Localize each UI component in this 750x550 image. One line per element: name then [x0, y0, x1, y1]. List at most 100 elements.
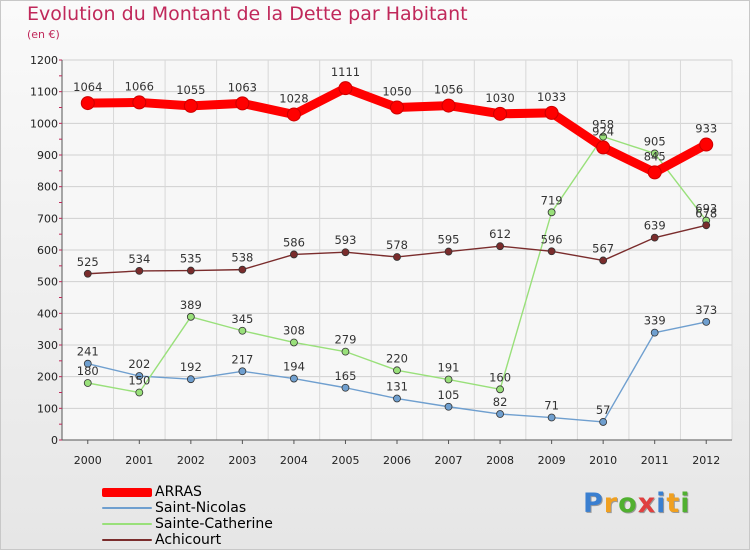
data-label: 1066 — [125, 79, 154, 93]
legend-swatch-sainte-catherine — [102, 523, 152, 525]
data-label: 538 — [231, 251, 253, 265]
data-point — [444, 402, 453, 411]
x-tick-label: 2010 — [589, 454, 617, 467]
data-label: 165 — [334, 369, 356, 383]
x-tick-label: 2001 — [125, 454, 153, 467]
data-point — [290, 374, 298, 383]
data-point — [650, 149, 659, 158]
data-point — [393, 394, 401, 403]
x-tick-label: 2007 — [435, 454, 463, 467]
data-point — [132, 95, 147, 110]
data-point — [599, 418, 608, 426]
y-tick-label: 1200 — [30, 54, 58, 67]
data-label: 1030 — [485, 91, 514, 105]
data-label: 1050 — [382, 85, 411, 99]
data-label: 1063 — [228, 80, 257, 94]
data-point — [238, 326, 247, 335]
data-label: 1064 — [73, 80, 102, 94]
data-label: 389 — [180, 298, 202, 312]
data-point — [547, 208, 556, 217]
data-point — [83, 359, 92, 368]
data-label: 57 — [596, 403, 611, 417]
data-point — [650, 328, 659, 337]
logo-letter: x — [637, 488, 657, 519]
data-point — [238, 265, 247, 274]
data-label: 586 — [283, 235, 305, 249]
data-point — [290, 250, 298, 259]
data-label: 845 — [644, 149, 666, 163]
legend-swatch-achicourt — [102, 539, 152, 541]
data-label: 1033 — [537, 90, 566, 104]
chart-title: Evolution du Montant de la Dette par Hab… — [27, 3, 468, 25]
data-point — [341, 248, 350, 257]
logo-letter: o — [618, 488, 638, 519]
x-tick-label: 2011 — [641, 454, 669, 467]
x-tick-label: 2004 — [280, 454, 308, 467]
y-tick-label: 200 — [37, 371, 58, 384]
x-tick-label: 2000 — [74, 454, 102, 467]
data-label: 1028 — [279, 91, 308, 105]
data-label: 131 — [386, 380, 408, 394]
data-point — [186, 266, 195, 275]
data-point — [186, 312, 195, 321]
legend-label-sainte-catherine: Sainte-Catherine — [155, 516, 273, 532]
y-tick-label: 300 — [37, 339, 58, 352]
data-point — [135, 388, 144, 397]
data-label: 1111 — [331, 65, 360, 79]
y-tick-label: 400 — [37, 307, 58, 320]
data-point — [290, 338, 298, 347]
logo-letter: P — [583, 488, 604, 519]
y-tick-label: 800 — [37, 181, 58, 194]
data-point — [80, 96, 95, 111]
data-point — [235, 96, 250, 111]
legend-label-saint-nicolas: Saint-Nicolas — [155, 500, 247, 516]
data-label: 595 — [438, 233, 460, 247]
y-tick-label: 500 — [37, 276, 58, 289]
data-point — [393, 366, 401, 375]
data-label: 82 — [493, 395, 508, 409]
data-label: 593 — [334, 233, 356, 247]
data-point — [496, 385, 504, 394]
data-label: 192 — [180, 360, 202, 374]
x-tick-label: 2006 — [383, 454, 411, 467]
data-point — [135, 266, 144, 275]
data-point — [393, 253, 401, 261]
data-point — [444, 247, 453, 256]
chart-subtitle: (en €) — [27, 28, 60, 41]
logo-letter: i — [656, 488, 667, 519]
data-label: 612 — [489, 227, 511, 241]
data-label: 279 — [334, 333, 356, 347]
data-label: 924 — [592, 124, 614, 138]
data-label: 1055 — [176, 83, 205, 97]
data-label: 71 — [544, 399, 559, 413]
y-tick-label: 1000 — [30, 117, 58, 130]
data-label: 678 — [695, 206, 717, 220]
x-tick-label: 2009 — [538, 454, 566, 467]
logo-letter: t — [666, 488, 681, 519]
x-tick-label: 2002 — [177, 454, 205, 467]
data-point — [544, 105, 559, 120]
legend-swatch-arras — [102, 488, 152, 497]
x-tick-label: 2003 — [228, 454, 256, 467]
data-point — [702, 317, 711, 326]
data-point — [441, 98, 456, 113]
data-label: 220 — [386, 351, 408, 365]
data-point — [238, 367, 247, 376]
data-point — [596, 140, 611, 155]
data-label: 578 — [386, 238, 408, 252]
y-tick-label: 700 — [37, 212, 58, 225]
logo-letter: r — [603, 488, 619, 519]
data-point — [83, 379, 92, 387]
data-label: 1056 — [434, 83, 463, 97]
data-label: 535 — [180, 252, 202, 266]
proxiti-logo: Proxiti — [583, 488, 691, 519]
x-tick-label: 2008 — [486, 454, 514, 467]
data-label: 905 — [644, 134, 666, 148]
data-point — [341, 347, 350, 356]
data-label: 105 — [438, 388, 460, 402]
data-point — [699, 137, 714, 152]
data-point — [286, 107, 301, 122]
data-point — [702, 221, 711, 230]
data-label: 639 — [644, 219, 666, 233]
